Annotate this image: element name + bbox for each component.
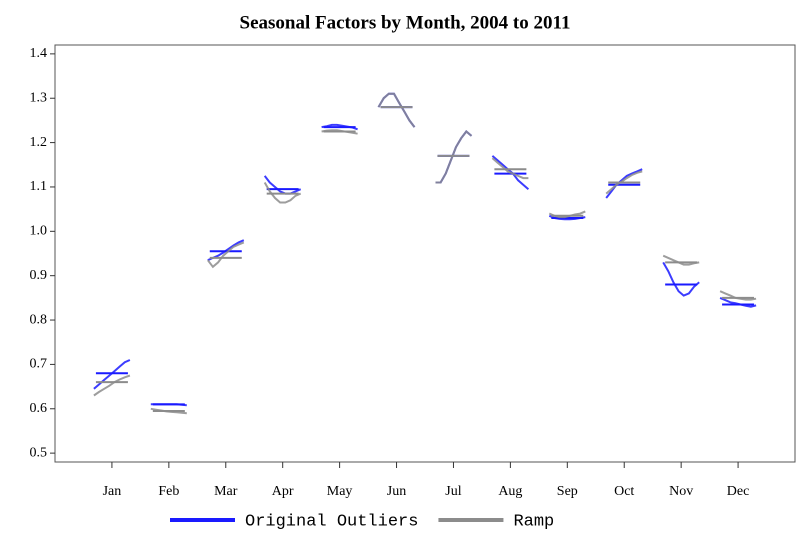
y-tick-label: 0.7 (30, 357, 48, 372)
legend-label: Ramp (513, 512, 554, 531)
x-tick-label: Aug (498, 484, 522, 499)
chart-title: Seasonal Factors by Month, 2004 to 2011 (240, 12, 571, 33)
y-tick-label: 1.1 (30, 179, 48, 194)
x-tick-label: Jun (387, 484, 406, 499)
subseries-line (263, 175, 302, 195)
x-tick-label: Apr (272, 484, 294, 499)
y-tick-label: 1.3 (30, 90, 48, 105)
x-tick-label: Oct (614, 484, 634, 499)
x-tick-label: Sep (557, 484, 578, 499)
x-tick-label: May (327, 484, 353, 499)
x-tick-label: Nov (669, 484, 693, 499)
subseries-line (435, 130, 473, 184)
x-tick-label: Mar (214, 484, 238, 499)
x-tick-label: Dec (727, 484, 750, 499)
y-tick-label: 0.5 (30, 445, 48, 460)
subseries-line (491, 155, 530, 190)
plot-frame (54, 44, 796, 463)
subseries-line (605, 170, 643, 195)
subseries-line (207, 241, 245, 269)
subseries-line (93, 374, 131, 397)
legend-label: Original Outliers (245, 512, 418, 531)
y-tick-label: 1.4 (30, 46, 48, 61)
x-tick-label: Feb (158, 484, 179, 499)
subseries-line (662, 261, 700, 297)
subseries-line (263, 182, 302, 204)
y-tick-label: 0.8 (30, 312, 48, 327)
x-tick-label: Jul (445, 484, 461, 499)
subseries-line (491, 157, 529, 180)
y-tick-label: 0.9 (30, 268, 48, 283)
y-tick-label: 1.2 (30, 135, 48, 150)
y-tick-label: 0.6 (30, 401, 48, 416)
subseries-line (605, 168, 643, 199)
y-tick-label: 1.0 (30, 224, 48, 239)
subseries-line (435, 130, 473, 184)
subseries-line (662, 254, 700, 266)
x-tick-label: Jan (103, 484, 122, 499)
subseries-line (377, 92, 416, 128)
